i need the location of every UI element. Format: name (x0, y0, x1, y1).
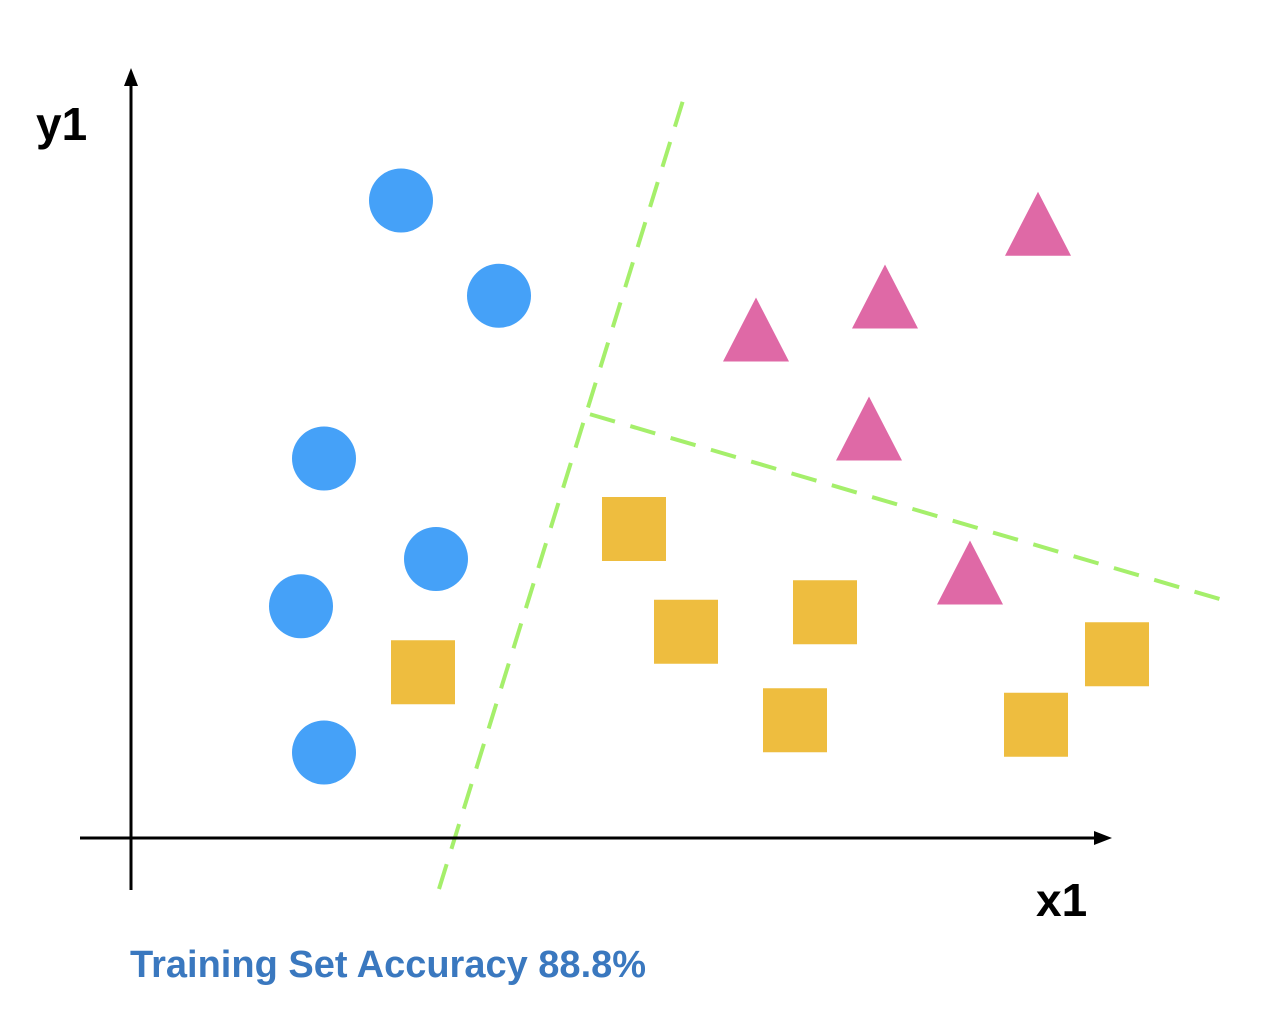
triangle-point (723, 297, 789, 362)
circle-point (269, 574, 333, 639)
square-point (763, 688, 827, 753)
triangle-point (852, 264, 918, 329)
triangle-point (836, 396, 902, 461)
x-axis-arrow-icon (1094, 831, 1112, 845)
y-axis-label: y1 (36, 98, 87, 150)
data-points (269, 168, 1149, 785)
circle-point (369, 168, 433, 233)
square-point (793, 580, 857, 645)
training-accuracy-label: Training Set Accuracy 88.8% (130, 944, 647, 986)
circle-point (467, 263, 531, 328)
y-axis-arrow-icon (124, 68, 138, 86)
circle-point (292, 720, 356, 785)
x-axis-label: x1 (1036, 874, 1087, 926)
circle-point (404, 527, 468, 591)
square-point (602, 497, 666, 561)
square-point (1004, 692, 1068, 757)
square-point (1085, 622, 1149, 687)
circle-point (292, 426, 356, 491)
boundary-2 (589, 412, 1235, 606)
square-point (654, 599, 718, 664)
decision-boundaries (437, 93, 1235, 890)
triangle-point (937, 540, 1003, 605)
triangle-point (1005, 191, 1071, 256)
boundary-1 (437, 93, 687, 890)
square-point (391, 640, 455, 705)
